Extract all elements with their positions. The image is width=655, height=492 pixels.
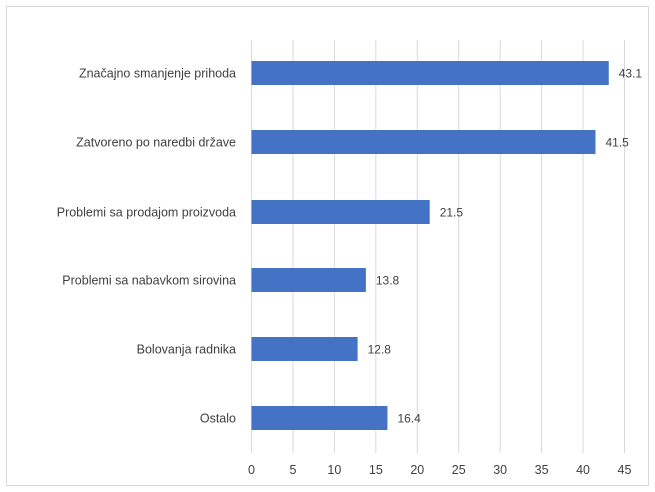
category-label-3: Problemi sa prodajom proizvoda — [57, 206, 236, 220]
x-tick-label-30: 30 — [493, 463, 507, 477]
x-tick-label-15: 15 — [369, 463, 383, 477]
value-label-4: 13.8 — [376, 274, 400, 288]
category-label-6: Ostalo — [200, 412, 236, 426]
gridlines — [251, 40, 625, 453]
value-label-1: 43.1 — [619, 67, 643, 81]
x-tick-label-45: 45 — [618, 463, 632, 477]
bars — [251, 61, 609, 430]
x-tick-label-5: 5 — [289, 463, 296, 477]
x-tick-label-10: 10 — [327, 463, 341, 477]
value-labels: 43.1 41.5 21.5 13.8 12.8 16.4 — [368, 67, 643, 426]
value-label-6: 16.4 — [397, 412, 421, 426]
x-tick-labels: 0 5 10 15 20 25 30 35 40 45 — [248, 463, 631, 477]
x-tick-label-40: 40 — [576, 463, 590, 477]
value-label-2: 41.5 — [605, 136, 629, 150]
x-tick-label-25: 25 — [452, 463, 466, 477]
bar-2 — [251, 130, 596, 154]
bar-3 — [251, 200, 430, 224]
category-label-4: Problemi sa nabavkom sirovina — [62, 274, 236, 288]
x-tick-label-0: 0 — [248, 463, 255, 477]
bar-5 — [251, 337, 358, 361]
bar-1 — [251, 61, 609, 85]
value-label-5: 12.8 — [368, 343, 392, 357]
category-labels: Značajno smanjenje prihoda Zatvoreno po n… — [57, 67, 236, 426]
x-tick-label-35: 35 — [535, 463, 549, 477]
bar-6 — [251, 406, 388, 430]
bar-4 — [251, 268, 366, 292]
value-label-3: 21.5 — [440, 206, 464, 220]
category-label-5: Bolovanja radnika — [137, 343, 236, 357]
category-label-2: Zatvoreno po naredbi države — [76, 136, 236, 150]
category-label-1: Značajno smanjenje prihoda — [79, 67, 236, 81]
x-tick-label-20: 20 — [410, 463, 424, 477]
